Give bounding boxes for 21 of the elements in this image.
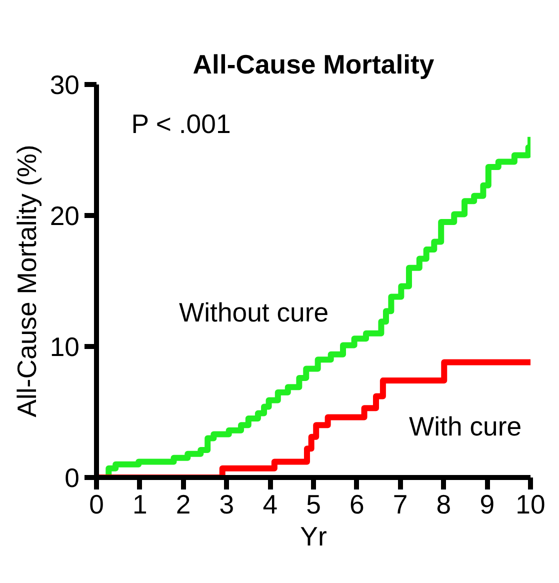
x-tick-label: 6 — [349, 490, 364, 520]
x-tick-label: 7 — [392, 490, 408, 520]
y-tick-label: 10 — [50, 332, 80, 362]
x-tick-label: 3 — [219, 490, 234, 520]
y-tick-label: 30 — [50, 70, 80, 100]
x-tick-label: 9 — [480, 490, 495, 520]
x-tick-label: 0 — [89, 490, 104, 520]
annotation: P < .001 — [131, 108, 231, 139]
y-tick-label: 0 — [64, 463, 80, 493]
x-tick-label: 4 — [262, 490, 278, 520]
y-tick-label: 20 — [50, 201, 80, 231]
series-label: With cure — [408, 411, 522, 442]
x-tick-label: 5 — [306, 490, 321, 520]
chart-title: All-Cause Mortality — [192, 50, 434, 80]
y-axis-title: All-Cause Mortality (%) — [12, 144, 42, 418]
series-label: Without cure — [178, 297, 329, 328]
x-tick-label: 8 — [436, 490, 452, 520]
x-tick-label: 10 — [516, 490, 546, 520]
x-tick-label: 1 — [132, 490, 148, 520]
x-axis-title: Yr — [300, 522, 327, 552]
x-tick-label: 2 — [176, 490, 191, 520]
